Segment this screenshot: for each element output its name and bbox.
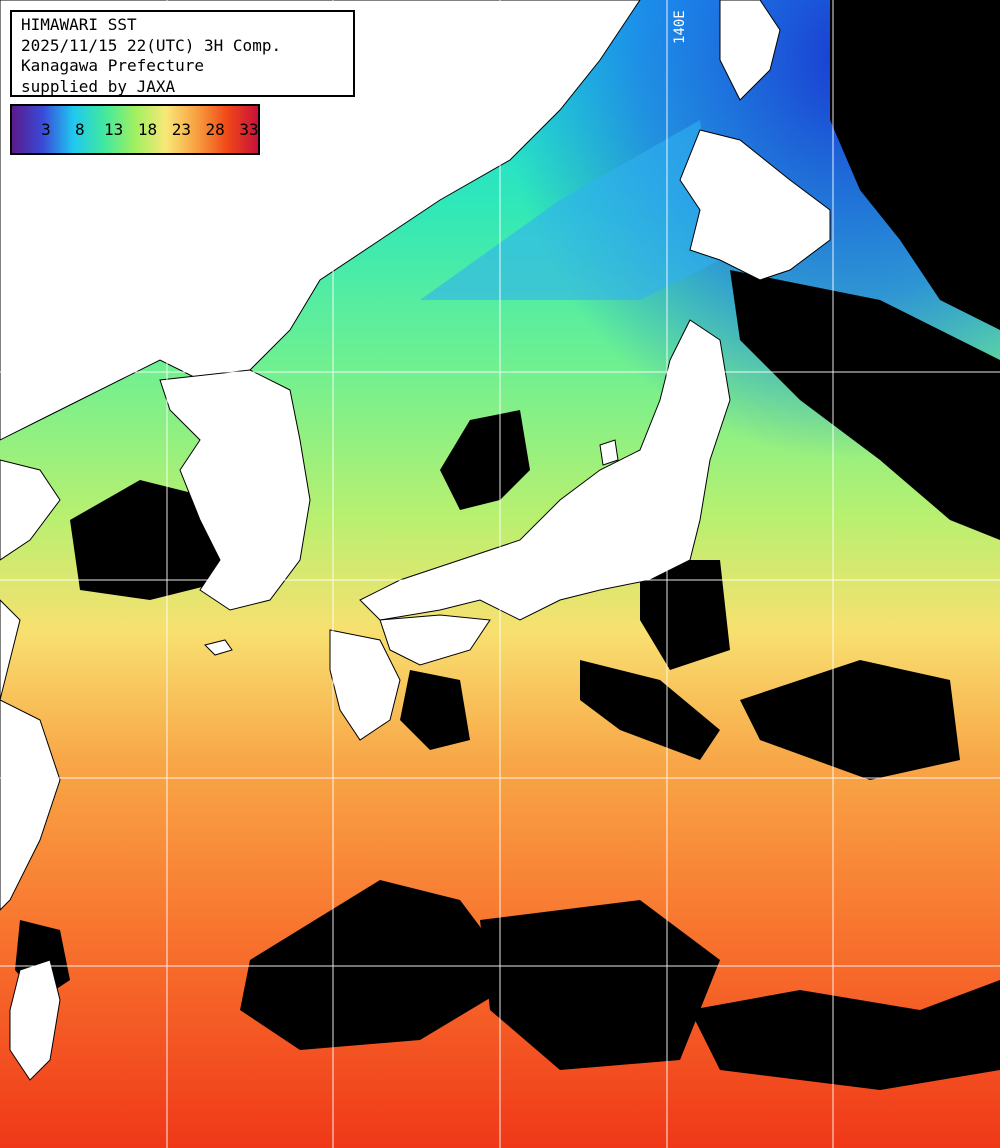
land-ulleung: [204, 639, 233, 656]
temperature-legend: 3 8 13 18 23 28 33: [10, 104, 260, 155]
land-china-coast: [0, 459, 61, 911]
land-hokkaido: [679, 129, 831, 281]
cloud-south-2: [480, 900, 720, 1070]
land-shikoku: [379, 614, 491, 666]
legend-tick-8: 8: [75, 120, 85, 139]
cloud-east-band: [730, 270, 1000, 540]
cloud-yellow-sea: [70, 480, 230, 600]
legend-tick-23: 23: [171, 120, 191, 139]
cloud-masks: [15, 0, 1000, 1090]
legend-color-bar: [12, 106, 258, 153]
map-caption: HIMAWARI SST 2025/11/15 22(UTC) 3H Comp.…: [10, 10, 355, 97]
legend-tick-13: 13: [104, 120, 124, 139]
legend-ticks: 3 8 13 18 23 28 33: [12, 120, 258, 142]
cloud-pacific-3: [740, 660, 960, 780]
caption-datetime: 2025/11/15 22(UTC) 3H Comp.: [21, 35, 282, 55]
land-sado: [599, 439, 619, 466]
caption-title: HIMAWARI SST: [21, 15, 137, 34]
cold-current-band: [420, 120, 720, 300]
cloud-shikoku-south: [400, 670, 470, 750]
caption-region: Kanagawa Prefecture: [21, 56, 205, 75]
land-kyushu: [329, 629, 401, 741]
cloud-japan-sea: [440, 410, 530, 510]
cloud-south-3: [690, 980, 1000, 1090]
cloud-pacific-2: [580, 660, 720, 760]
legend-tick-3: 3: [41, 120, 51, 139]
cloud-pacific-1: [640, 560, 730, 670]
land-taiwan: [9, 959, 61, 1081]
caption-supplier: supplied by JAXA: [21, 76, 176, 96]
land-sakhalin: [719, 0, 781, 101]
cloud-south-1: [240, 880, 520, 1050]
cloud-ne: [830, 0, 1000, 330]
land-honshu: [359, 319, 731, 621]
lon-140-label: 140E: [672, 10, 688, 44]
legend-tick-28: 28: [205, 120, 225, 139]
legend-tick-18: 18: [137, 120, 158, 139]
land-korea: [159, 369, 311, 611]
lat-40-label: 40N: [6, 355, 31, 371]
legend-tick-33: 33: [239, 120, 259, 139]
